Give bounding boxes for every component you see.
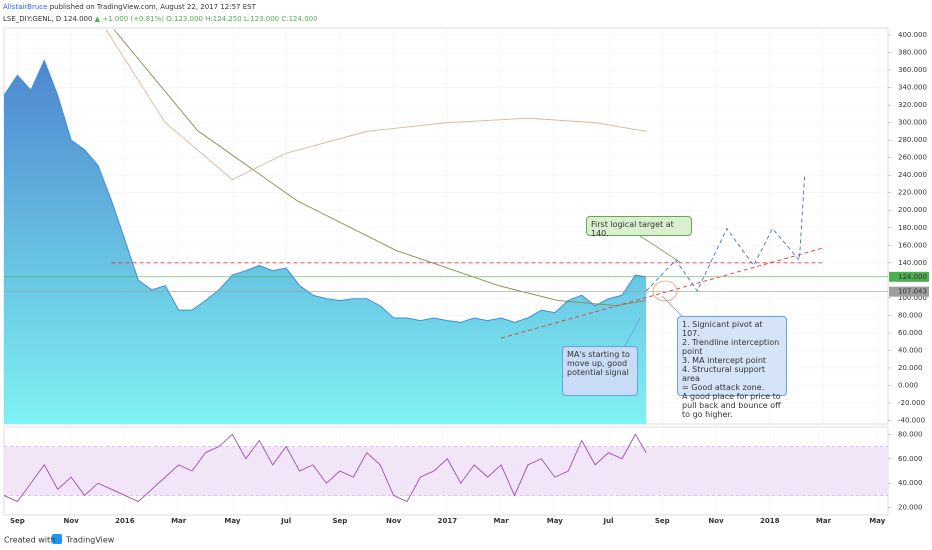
x-tick-label: May <box>224 517 240 525</box>
y-tick-label: 400.000 <box>898 31 927 39</box>
note-ma: MA's starting to move up, good potential s… <box>562 346 638 396</box>
plot-layer: Sep Nov 2016 Mar May Jul Sep Nov 2017 Mar May Jul Se… <box>3 28 929 525</box>
price-tag <box>889 286 929 297</box>
y-tick-label: -20.000 <box>898 399 925 407</box>
change: ▲ +1.000 (+0.81%) <box>95 15 165 23</box>
y-tick-label: 40.000 <box>898 479 923 487</box>
note-list: 1. Signicant pivot at 107. 2. Trendline i… <box>677 316 787 419</box>
note-line: pull back and bounce off <box>682 401 781 410</box>
x-tick-label: 2018 <box>760 517 780 525</box>
pointer <box>639 235 681 263</box>
note-line: 3. MA intercept point <box>682 356 767 365</box>
x-tick-label: Jul <box>280 517 291 525</box>
y-tick-label: -40.000 <box>898 416 925 424</box>
y-tick-label: 60.000 <box>898 329 923 337</box>
y-tick-label: 80.000 <box>898 430 923 438</box>
y-tick-label: 200.000 <box>898 206 927 214</box>
drawing-line <box>105 29 647 181</box>
price-tag-label: 107.043 <box>898 288 927 296</box>
x-tick-label: Sep <box>10 517 25 525</box>
note-line: MA's starting to <box>567 350 630 359</box>
x-tick-label: 2016 <box>115 517 135 525</box>
y-tick-label: 260.000 <box>898 154 927 162</box>
pointer <box>661 295 683 317</box>
note-line: to go higher. <box>682 410 733 419</box>
note-line: move up, good <box>567 359 628 368</box>
y-tick-label: 180.000 <box>898 224 927 232</box>
note-line: 4. Structural support area <box>682 365 766 383</box>
note-target: First logical target at 140. <box>586 216 692 238</box>
y-tick-label: 280.000 <box>898 136 927 144</box>
y-tick-label: 100.000 <box>898 294 927 302</box>
y-tick-label: 380.000 <box>898 49 927 57</box>
y-tick-label: 320.000 <box>898 101 927 109</box>
symbol-line: LSE_DIY:GENL, D 124.000 ▲ +1.000 (+0.81%… <box>3 15 318 23</box>
y-tick-label: 140.000 <box>898 259 927 267</box>
last-price: 124.000 <box>63 15 92 23</box>
author[interactable]: AlistairBruce <box>3 3 47 11</box>
y-tick-label: 160.000 <box>898 241 927 249</box>
x-tick-label: Sep <box>332 517 347 525</box>
y-tick-label: 60.000 <box>898 455 923 463</box>
price-tag <box>889 271 929 282</box>
y-tick-label: 360.000 <box>898 66 927 74</box>
y-tick-label: 220.000 <box>898 189 927 197</box>
y-tick-label: 300.000 <box>898 119 927 127</box>
x-tick-label: Sep <box>655 517 670 525</box>
header-bg <box>0 0 932 26</box>
footer-brand[interactable]: TradingView <box>65 536 115 545</box>
area <box>4 60 647 425</box>
price-tag-label: 124.000 <box>898 273 927 281</box>
note-line: 1. Signicant pivot at 107. <box>682 320 763 338</box>
x-tick-label: Mar <box>494 517 510 525</box>
y-tick-label: 40.000 <box>898 346 923 354</box>
y-tick-label: 20.000 <box>898 504 923 512</box>
note-line: potential signal <box>567 368 629 377</box>
rsi-band <box>4 446 888 496</box>
note-line: A good place for price to <box>682 392 781 401</box>
x-tick-label: Mar <box>171 517 187 525</box>
pointer <box>624 317 641 347</box>
x-tick-label: Jul <box>603 517 614 525</box>
y-tick-label: 80.000 <box>898 311 923 319</box>
symbol: LSE_DIY:GENL, D <box>3 15 61 23</box>
y-tick-label: 240.000 <box>898 171 927 179</box>
x-tick-label: Nov <box>708 517 724 525</box>
x-tick-label: Mar <box>816 517 832 525</box>
y-tick-label: 20.000 <box>898 364 923 372</box>
note-text: First logical target at 140. <box>591 220 674 238</box>
note-line: 2. Trendline interception <box>682 338 780 347</box>
rsi-line <box>3 433 647 503</box>
y-tick-label: 0.000 <box>898 381 918 389</box>
drawing-line <box>113 29 647 307</box>
highlight-circle <box>652 280 678 302</box>
x-tick-label: 2017 <box>438 517 458 525</box>
x-tick-label: May <box>869 517 885 525</box>
ohlc: O:123.000 H:124.250 L:123.000 C:124.000 <box>166 15 317 23</box>
x-tick-label: Nov <box>64 517 80 525</box>
published: published on TradingView.com, August 22,… <box>50 3 257 11</box>
x-tick-label: Nov <box>386 517 402 525</box>
drawing-line <box>645 175 806 292</box>
footer-created: Created with <box>4 536 55 545</box>
logo <box>52 534 62 544</box>
y-tick-label: 340.000 <box>898 84 927 92</box>
note-line: point <box>682 347 703 356</box>
note-line: = Good attack zone. <box>682 383 765 392</box>
header-line: AlistairBruce published on TradingView.c… <box>3 3 257 11</box>
price-line <box>3 59 647 323</box>
x-tick-label: May <box>547 517 563 525</box>
